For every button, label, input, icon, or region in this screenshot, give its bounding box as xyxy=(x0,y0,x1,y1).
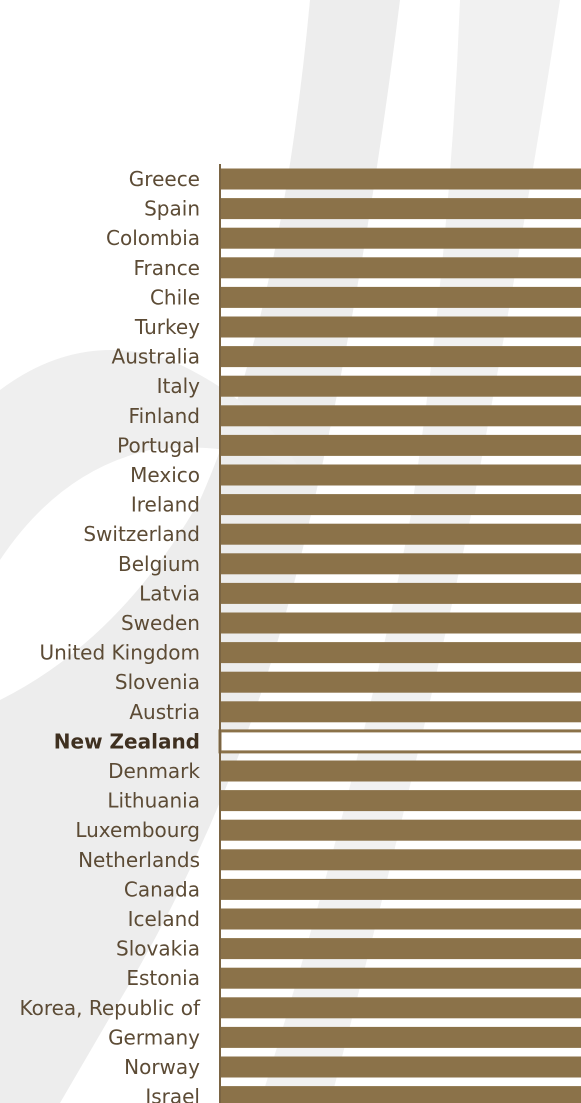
bar-chile xyxy=(220,286,581,308)
tick-label-mexico: Mexico xyxy=(130,463,200,487)
tick-label-spain: Spain xyxy=(144,197,200,221)
tick-label-italy: Italy xyxy=(157,374,201,398)
tick-label-chile: Chile xyxy=(150,285,200,309)
tick-label-turkey: Turkey xyxy=(134,315,200,339)
bar-australia xyxy=(220,346,581,368)
tick-label-belgium: Belgium xyxy=(118,552,200,576)
swoosh-shape-2 xyxy=(0,350,300,560)
tick-label-australia: Australia xyxy=(112,345,200,369)
bar-spain xyxy=(220,198,581,220)
tick-label-finland: Finland xyxy=(129,404,200,428)
bar-lithuania xyxy=(220,790,581,812)
bar-united-kingdom xyxy=(220,642,581,664)
tick-label-france: France xyxy=(133,256,200,280)
tick-label-portugal: Portugal xyxy=(117,433,200,457)
bar-korea-republic-of xyxy=(220,997,581,1019)
tick-label-iceland: Iceland xyxy=(128,907,200,931)
tick-label-colombia: Colombia xyxy=(106,226,200,250)
tick-label-austria: Austria xyxy=(129,700,200,724)
bars-group xyxy=(218,168,581,1103)
bar-ireland xyxy=(220,494,581,516)
category-labels-group: Greece Spain Colombia France Chile Turkey Aust… xyxy=(19,167,200,1103)
tick-label-new-zealand: New Zealand xyxy=(54,729,200,753)
bar-colombia xyxy=(220,227,581,249)
bar-denmark xyxy=(220,760,581,782)
bar-latvia xyxy=(220,582,581,604)
bar-norway xyxy=(220,1056,581,1078)
tick-label-sweden: Sweden xyxy=(121,611,200,635)
tick-label-germany: Germany xyxy=(108,1025,200,1049)
tick-label-slovakia: Slovakia xyxy=(116,937,200,961)
bar-slovakia xyxy=(220,938,581,960)
bar-netherlands xyxy=(220,849,581,871)
bar-italy xyxy=(220,375,581,397)
tick-label-switzerland: Switzerland xyxy=(83,522,200,546)
tick-label-netherlands: Netherlands xyxy=(78,848,200,872)
tick-label-lithuania: Lithuania xyxy=(107,789,200,813)
bar-canada xyxy=(220,878,581,900)
bar-luxembourg xyxy=(220,819,581,841)
tick-label-greece: Greece xyxy=(129,167,200,191)
bar-finland xyxy=(220,405,581,427)
tick-label-norway: Norway xyxy=(124,1055,200,1079)
bar-sweden xyxy=(220,612,581,634)
bar-new-zealand xyxy=(218,729,581,754)
bar-iceland xyxy=(220,908,581,930)
tick-label-estonia: Estonia xyxy=(126,966,200,990)
bar-greece xyxy=(220,168,581,190)
tick-label-korea-republic-of: Korea, Republic of xyxy=(19,996,200,1020)
bar-germany xyxy=(220,1026,581,1048)
bar-austria xyxy=(220,701,581,723)
bar-switzerland xyxy=(220,523,581,545)
tick-label-israel: Israel xyxy=(145,1085,200,1103)
tick-label-canada: Canada xyxy=(124,877,200,901)
bar-belgium xyxy=(220,553,581,575)
tick-label-ireland: Ireland xyxy=(131,493,200,517)
bar-france xyxy=(220,257,581,279)
bar-portugal xyxy=(220,434,581,456)
tick-label-latvia: Latvia xyxy=(139,581,200,605)
tick-label-denmark: Denmark xyxy=(108,759,200,783)
bar-turkey xyxy=(220,316,581,338)
bar-estonia xyxy=(220,967,581,989)
bar-slovenia xyxy=(220,671,581,693)
bar-mexico xyxy=(220,464,581,486)
tick-label-luxembourg: Luxembourg xyxy=(75,818,200,842)
tick-label-united-kingdom: United Kingdom xyxy=(39,641,200,665)
bar-israel xyxy=(220,1086,581,1103)
tick-label-slovenia: Slovenia xyxy=(115,670,200,694)
